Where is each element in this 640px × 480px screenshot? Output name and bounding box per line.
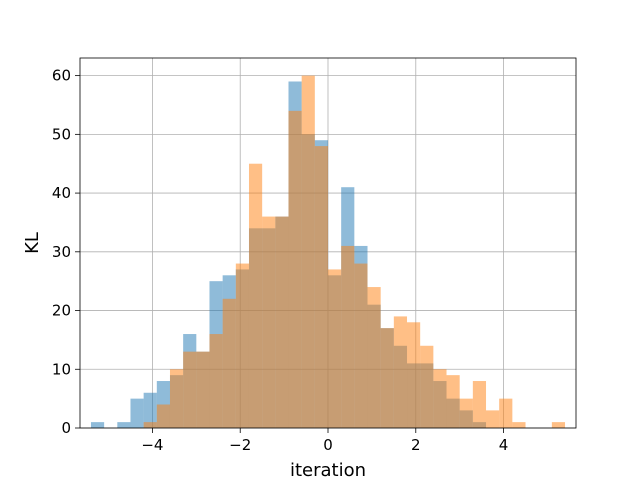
histogram-bar-series-2 (314, 146, 328, 428)
histogram-bar-series-2 (156, 404, 170, 428)
y-tick-label: 40 (52, 184, 71, 202)
histogram-bar-series-2 (499, 398, 513, 428)
histogram-bar-series-2 (393, 316, 408, 428)
histogram-bar-series-2 (551, 422, 566, 428)
x-tick-label: −2 (229, 436, 251, 454)
histogram-bar-series-2 (407, 322, 421, 428)
histogram-bar-series-2 (288, 110, 302, 428)
histogram-bar-series-2 (235, 263, 249, 428)
histogram-bar-series-2 (380, 328, 394, 428)
y-tick-label: 0 (61, 419, 71, 437)
x-axis-label: iteration (290, 460, 366, 480)
histogram-bar-series-2 (301, 75, 315, 428)
histogram-bar-series-2 (275, 216, 289, 428)
y-tick-label: 30 (52, 243, 71, 261)
x-tick-label: −4 (141, 436, 163, 454)
histogram-bar-series-2 (328, 269, 342, 428)
y-tick-label: 20 (52, 302, 71, 320)
x-tick-label: 4 (499, 436, 509, 454)
y-tick-label: 10 (52, 360, 71, 378)
bars-layer (90, 75, 566, 428)
histogram-bar-series-2 (143, 422, 157, 428)
x-tick-label: 2 (411, 436, 421, 454)
y-tick-label: 50 (52, 125, 71, 143)
histogram-bar-series-2 (354, 263, 368, 428)
histogram-bar-series-2 (183, 351, 197, 428)
histogram-bar-series-2 (433, 369, 447, 428)
histogram-bar-series-1 (117, 422, 131, 428)
histogram-bar-series-2 (169, 369, 184, 428)
histogram-bar-series-1 (130, 398, 144, 428)
y-tick-label: 60 (52, 67, 71, 85)
histogram-bar-series-2 (262, 216, 276, 428)
histogram-bar-series-1 (143, 392, 157, 428)
histogram-bar-series-2 (222, 298, 236, 428)
histogram-bar-series-2 (248, 163, 263, 428)
x-tick-label: 0 (323, 436, 333, 454)
histogram-bar-series-2 (512, 422, 526, 428)
histogram-bar-series-2 (459, 398, 473, 428)
histogram-bar-series-2 (209, 334, 223, 428)
histogram-bar-series-2 (420, 345, 434, 428)
histogram-bar-series-2 (472, 381, 487, 428)
histogram-bar-series-2 (341, 245, 355, 428)
histogram-bar-series-2 (446, 375, 460, 428)
histogram-bar-series-1 (90, 422, 105, 428)
histogram-bar-series-2 (367, 287, 381, 428)
y-axis-label: KL (22, 232, 43, 254)
histogram-bar-series-2 (196, 351, 210, 428)
histogram-bar-series-2 (486, 410, 500, 428)
